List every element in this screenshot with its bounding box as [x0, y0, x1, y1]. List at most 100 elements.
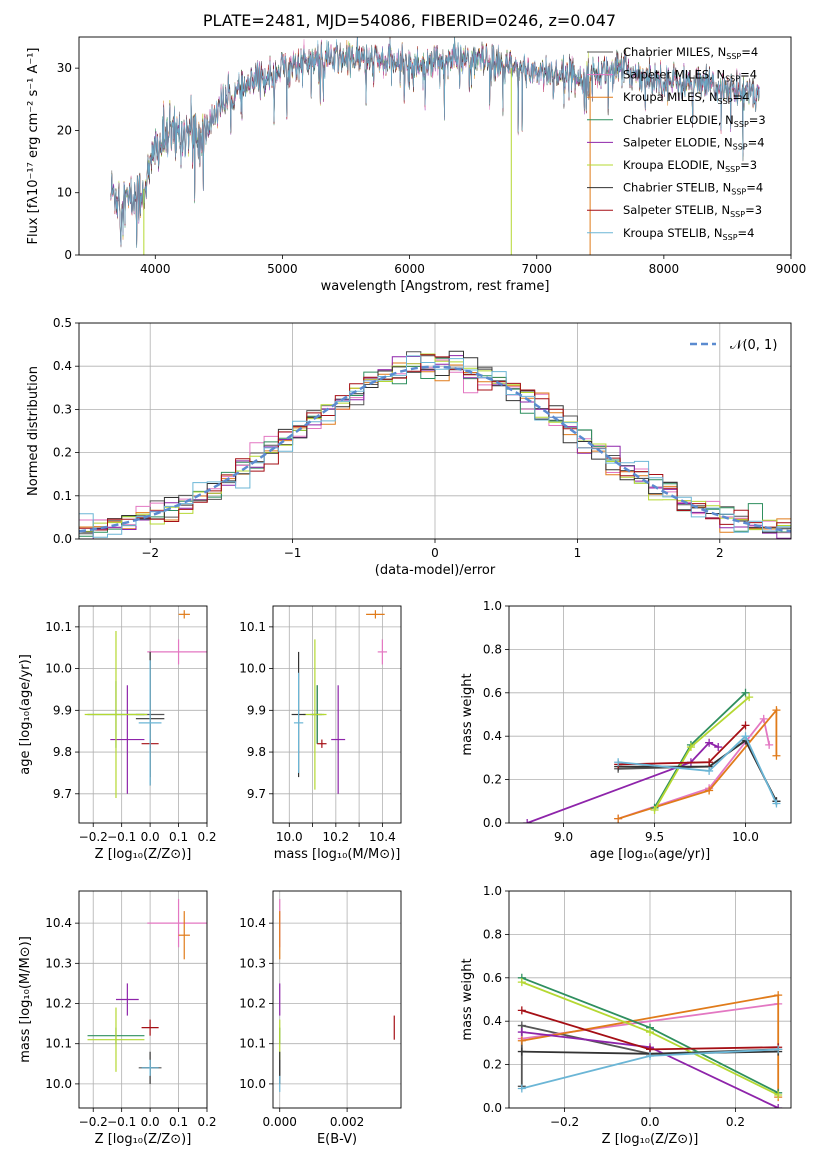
- age-vs-metallicity-plot-area: [79, 606, 207, 823]
- spectrum-ytick-label: 30: [57, 61, 72, 75]
- legend-entry-name: Salpeter MILES, N: [623, 68, 725, 82]
- mass-weight-vs-age-series-2: [617, 707, 778, 820]
- mass-vs-extinction-ytick-label: 10.0: [239, 1077, 266, 1091]
- legend-entry-count: =4: [738, 226, 755, 240]
- legend-entry-sub: SSP: [726, 52, 741, 61]
- residual-histogram-ytick-label: 0.1: [53, 489, 72, 503]
- histogram-series-8: [79, 355, 791, 539]
- residual-histogram-ytick-label: 0.2: [53, 446, 72, 460]
- residual-histogram-plot-area: [79, 323, 791, 539]
- mass-weight-vs-age-marker-5: [745, 693, 754, 702]
- mass-weight-vs-age-frame: [508, 605, 792, 824]
- mass-weight-vs-metallicity-marker-4: [774, 1104, 783, 1108]
- mass-weight-vs-metallicity-marker-2: [517, 1036, 526, 1045]
- mass-weight-vs-metallicity-ytick-label: 0.0: [483, 1101, 502, 1115]
- mass-weight-vs-age-marker-1: [765, 740, 774, 749]
- panel-residual-histogram: −2 −1 0 1 2 0.0 0.1 0.2 0.3 0.4 0.5 (data-model)/er…: [26, 316, 792, 578]
- spectrum-ylabel: Flux [fλ10⁻¹⁷ erg cm⁻² s⁻¹ A⁻¹]: [26, 48, 41, 245]
- legend-entry-sub: SSP: [725, 165, 740, 174]
- mass-vs-metallicity-frame: [78, 890, 208, 1109]
- legend-entry-count: =4: [741, 45, 758, 59]
- mass-weight-vs-age-marker-2: [705, 786, 714, 795]
- age-vs-metallicity-xtick-label: −0.2: [79, 830, 108, 844]
- legend-entry-8: Kroupa STELIB, NSSP=4: [623, 226, 754, 242]
- spectrum-xtick-label: 4000: [140, 262, 171, 276]
- mass-weight-vs-age-marker-4: [523, 819, 532, 823]
- mass-weight-vs-age-marker-4: [714, 743, 723, 752]
- age-vs-metallicity-xtick-label: 0.2: [197, 830, 216, 844]
- mass-weight-vs-metallicity-marker-6: [517, 1047, 526, 1056]
- histogram-series-7: [79, 354, 791, 539]
- legend-entry-name: Kroupa STELIB, N: [623, 226, 723, 240]
- mass-vs-metallicity-xtick-label: −0.2: [79, 1115, 108, 1129]
- legend-entry-1: Salpeter MILES, NSSP=4: [623, 68, 757, 84]
- mass-vs-metallicity-ytick-label: 10.4: [45, 916, 72, 930]
- panel-mass-vs-extinction: 0.000 0.002 10.0 10.1 10.2 10.3 10.4 E(B-V): [239, 890, 402, 1147]
- mass-vs-metallicity-xlabel: Z [log₁₀(Z/Z⊙)]: [95, 1132, 192, 1147]
- age-vs-metallicity-ytick-label: 9.7: [53, 787, 72, 801]
- residual-histogram-ytick-label: 0.4: [53, 359, 72, 373]
- mass-vs-extinction-ytick-label: 10.4: [239, 916, 266, 930]
- spectrum-xtick-label: 5000: [267, 262, 298, 276]
- residual-histogram-ytick-label: 0.5: [53, 316, 72, 330]
- mass-weight-vs-age-series-4: [526, 741, 719, 823]
- residual-histogram-xtick-label: −2: [141, 546, 159, 560]
- page-title: PLATE=2481, MJD=54086, FIBERID=0246, z=0…: [202, 11, 617, 30]
- legend-entry-sub: SSP: [730, 210, 745, 219]
- legend-entry-count: =4: [746, 181, 763, 195]
- mass-weight-vs-metallicity-frame: [508, 890, 792, 1109]
- legend-entry-sub: SSP: [731, 188, 746, 197]
- age-vs-mass-ytick-label: 9.9: [247, 703, 266, 717]
- mass-weight-vs-age-xtick-label: 9.5: [645, 830, 664, 844]
- mass-weight-vs-age-marker-8: [705, 766, 714, 775]
- age-vs-mass-xlabel: mass [log₁₀(M/M⊙)]: [274, 847, 401, 862]
- spectrum-ytick-label: 0: [64, 248, 72, 262]
- age-vs-mass-ytick-label: 10.0: [239, 662, 266, 676]
- mass-weight-vs-age-marker-2: [772, 751, 781, 760]
- spectrum-xtick-label: 6000: [394, 262, 425, 276]
- mass-weight-vs-metallicity-ytick-label: 0.4: [483, 1014, 502, 1028]
- legend-entry-count: =4: [733, 90, 750, 104]
- mass-weight-vs-age-ytick-label: 0.0: [483, 816, 502, 830]
- mass-weight-vs-age-series-7: [618, 724, 747, 766]
- legend-entry-count: =4: [748, 135, 765, 149]
- mass-vs-extinction-xlabel: E(B-V): [317, 1132, 357, 1147]
- legend-entry-name: Kroupa MILES, N: [623, 90, 718, 104]
- legend-entry-5: Kroupa ELODIE, NSSP=3: [623, 158, 757, 174]
- age-vs-mass-ytick-label: 9.8: [247, 745, 266, 759]
- mass-vs-extinction-ytick-label: 10.3: [239, 956, 266, 970]
- legend-entry-0: Chabrier MILES, NSSP=4: [623, 45, 758, 61]
- mass-weight-vs-age-marker-5: [650, 805, 659, 814]
- legend-entry-name: Kroupa ELODIE, N: [623, 158, 725, 172]
- mass-weight-vs-metallicity-ytick-label: 0.6: [483, 971, 502, 985]
- mass-weight-vs-metallicity-plot-area: [509, 891, 791, 1108]
- residual-histogram-ytick-label: 0.0: [53, 532, 72, 546]
- age-vs-metallicity-xtick-label: 0.0: [141, 830, 160, 844]
- spectrum-ytick-label: 10: [57, 186, 72, 200]
- panel-mass-vs-metallicity: −0.2 −0.1 0.0 0.1 0.2 10.0 10.1 10.2 10.3 10.4 Z […: [18, 890, 217, 1147]
- legend-entry-sub: SSP: [734, 120, 749, 129]
- spectrum-xtick-label: 8000: [649, 262, 680, 276]
- mass-weight-vs-age-plot-area: [509, 606, 791, 823]
- mass-vs-metallicity-ytick-label: 10.0: [45, 1077, 72, 1091]
- mass-vs-extinction-plot-area: [273, 891, 401, 1108]
- panel-mass-weight-vs-metallicity: −0.2 0.0 0.2 0.0 0.2 0.4 0.6 0.8 1.0 Z [log₁₀(Z/Z…: [460, 884, 792, 1147]
- spectrum-frame: [78, 36, 792, 256]
- mass-weight-vs-age-marker-2: [772, 706, 781, 715]
- age-vs-mass-xtick-label: 10.4: [369, 830, 396, 844]
- mass-weight-vs-age-marker-7: [705, 758, 714, 767]
- mass-weight-vs-metallicity-xtick-label: 0.0: [640, 1115, 659, 1129]
- normal-curve: [79, 365, 791, 533]
- legend-entry-2: Kroupa MILES, NSSP=4: [623, 90, 749, 106]
- residual-histogram-xtick-label: 2: [716, 546, 724, 560]
- legend-entry-sub: SSP: [718, 97, 733, 106]
- mass-weight-vs-age-marker-1: [759, 714, 768, 723]
- mass-weight-vs-metallicity-marker-4: [517, 1028, 526, 1037]
- mass-weight-vs-age-xlabel: age [log₁₀(age/yr)]: [590, 847, 711, 862]
- mass-weight-vs-metallicity-ytick-label: 0.2: [483, 1058, 502, 1072]
- age-vs-metallicity-ytick-label: 10.1: [45, 620, 72, 634]
- legend-entry-count: =3: [740, 158, 757, 172]
- mass-weight-vs-metallicity-marker-8: [517, 1084, 526, 1093]
- age-vs-metallicity-xtick-label: 0.1: [169, 830, 188, 844]
- legend-entry-count: =3: [749, 113, 766, 127]
